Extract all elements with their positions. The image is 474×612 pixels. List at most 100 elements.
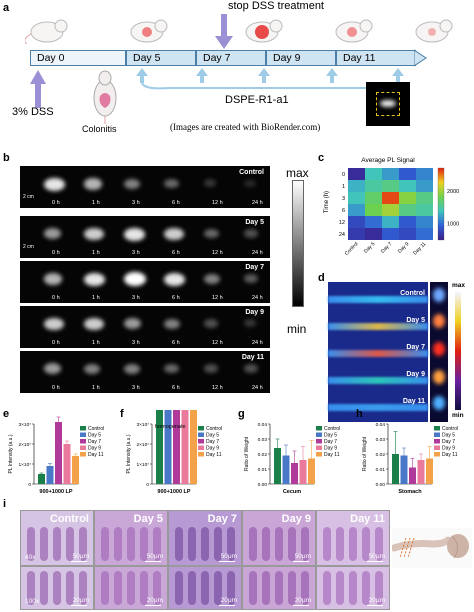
b-signal-blob <box>84 317 104 331</box>
b-row: Control 2 cm 0 h 1 h 3 h 6 h 12 h 24 h <box>20 166 270 208</box>
ytick-label: 0.02 <box>376 452 386 458</box>
b-time-label: 1 h <box>92 295 100 301</box>
c-colorbar <box>437 167 445 241</box>
tissue-fold <box>227 527 235 561</box>
c-ytick: 0 <box>342 172 345 178</box>
ytick-label: 0.04 <box>258 422 268 428</box>
mice-illustration <box>25 19 453 45</box>
histology-image: Day 9 50μm <box>242 510 316 566</box>
histology-scale-label: 20μm <box>294 597 311 604</box>
legend-label: Day 9 <box>206 446 219 452</box>
tissue-fold <box>349 571 357 605</box>
bar <box>55 422 62 484</box>
b-time-label: 6 h <box>172 250 180 256</box>
b-signal-blob <box>124 178 140 189</box>
tissue-fold <box>375 571 383 605</box>
tissue-fold <box>140 571 148 605</box>
c-heat-cell <box>382 168 399 180</box>
c-heat-cell <box>382 228 399 240</box>
ytick-label: 0.01 <box>376 467 386 473</box>
histology-image: 20μm 100x <box>20 566 94 610</box>
legend-label: Day 5 <box>324 433 337 439</box>
bar <box>173 410 180 484</box>
histology-image: 20μm <box>94 566 168 610</box>
c-heat-cell <box>365 180 382 192</box>
x-label: 900+1000 LP <box>157 489 191 495</box>
c-heat-cell <box>348 192 365 204</box>
c-colorbar-tick: 1000 <box>447 222 459 228</box>
b-colorbar <box>292 180 304 307</box>
timeline-day5: Day 5 <box>126 50 196 66</box>
tissue-fold <box>40 527 48 561</box>
bar <box>392 454 399 484</box>
y-label: Ratio of Weight <box>244 436 250 471</box>
chart-subtitle: homogenate <box>155 424 186 430</box>
tissue-fold <box>53 527 61 561</box>
d-colorbar-min: min <box>452 412 464 419</box>
tissue-fold <box>27 527 35 561</box>
stop-arrow-icon <box>215 14 233 49</box>
b-time-label: 6 h <box>172 200 180 206</box>
b-time-label: 0 h <box>52 385 60 391</box>
tissue-fold <box>349 527 357 561</box>
histology-scale-label: 50μm <box>368 553 385 560</box>
b-signal-blob <box>84 227 104 241</box>
histology-scale-bar <box>219 561 235 562</box>
mouse-icon <box>25 19 68 45</box>
colitis-mouse-icon <box>93 70 117 124</box>
b-row: Day 11 0 h 1 h 3 h 6 h 12 h 24 h <box>20 351 270 393</box>
panel-label-b: b <box>3 152 10 164</box>
d-row-label: Day 5 <box>406 317 425 324</box>
histology-scale-bar <box>293 605 309 606</box>
b-time-label: 24 h <box>252 340 263 346</box>
chart-g-bar: 0.00 0.01 0.02 0.03 0.04 Cecum Ratio of Weight… <box>244 422 340 495</box>
histology-scale-bar <box>367 561 383 562</box>
tissue-fold <box>262 527 270 561</box>
legend-label: Day 7 <box>442 439 455 445</box>
legend-swatch <box>434 452 440 457</box>
b-colorbar-min: min <box>287 322 307 336</box>
histology-column-title: Day 9 <box>281 513 311 525</box>
tissue-fold <box>214 571 222 605</box>
legend-label: Control <box>206 426 222 432</box>
imaging-thumbnail <box>366 82 410 126</box>
c-heat-cell <box>348 216 365 228</box>
y-label: Ratio of Weight <box>362 436 368 471</box>
b-signal-blob <box>124 227 145 241</box>
panel-label-i: i <box>3 498 7 510</box>
b-row: Day 5 2 cm 0 h 1 h 3 h 6 h 12 h 24 h <box>20 216 270 258</box>
b-time-label: 6 h <box>172 385 180 391</box>
c-heat-cell <box>399 168 416 180</box>
tissue-fold <box>66 571 74 605</box>
tissue-fold <box>275 527 283 561</box>
legend-swatch <box>80 439 86 444</box>
b-signal-blob <box>164 363 179 374</box>
b-row-title: Control <box>239 169 264 176</box>
bar <box>156 410 163 484</box>
ytick-label: 2×10⁷ <box>136 442 149 448</box>
histology-image: Day 11 50μm <box>316 510 390 566</box>
tissue-fold <box>27 571 35 605</box>
b-time-label: 24 h <box>252 385 263 391</box>
tissue-fold <box>214 527 222 561</box>
c-heat-cell <box>348 180 365 192</box>
d-side-strip <box>430 282 448 422</box>
legend-label: Day 11 <box>206 452 222 458</box>
b-time-label: 3 h <box>132 250 140 256</box>
x-label: Cecum <box>283 489 301 495</box>
legend-swatch <box>198 432 204 437</box>
panel-label-h: h <box>356 408 363 420</box>
histology-scale-bar <box>71 561 87 562</box>
c-heat-cell <box>382 216 399 228</box>
legend-label: Day 5 <box>88 433 101 439</box>
c-colorbar-tick: 2000 <box>447 189 459 195</box>
tissue-fold <box>201 571 209 605</box>
histology-scale-bar <box>145 605 161 606</box>
b-time-label: 12 h <box>212 200 223 206</box>
b-signal-blob <box>204 273 220 284</box>
legend-swatch <box>434 426 440 431</box>
b-signal-blob <box>44 228 62 240</box>
b-row: Day 9 0 h 1 h 3 h 6 h 12 h 24 h <box>20 306 270 348</box>
tissue-fold <box>101 571 109 605</box>
histology-magnification: 100x <box>25 598 40 605</box>
